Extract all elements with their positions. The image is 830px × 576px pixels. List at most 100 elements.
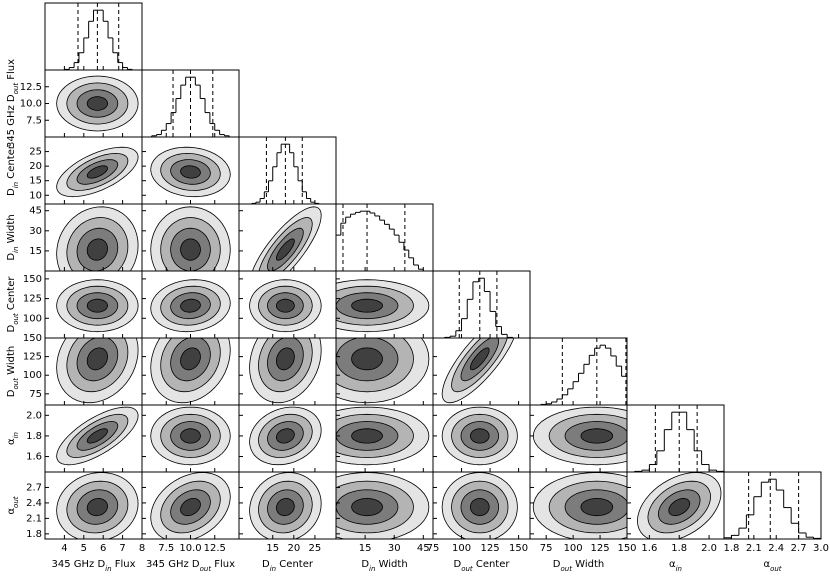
x-tick-label: 2.0: [701, 543, 717, 554]
axis-label: αin: [6, 432, 20, 445]
contour: [351, 347, 383, 371]
x-tick-label: 3.0: [813, 543, 829, 554]
label-part: Width: [375, 559, 407, 570]
label-part: Flux: [6, 59, 17, 83]
x-tick-label: 125: [591, 543, 610, 554]
y-tick-label: 125: [23, 352, 42, 363]
contour: [668, 497, 691, 517]
label-part: in: [369, 565, 375, 573]
contour: [351, 428, 383, 444]
x-tick-label: 2.7: [791, 543, 807, 554]
label-part: D: [6, 188, 17, 196]
x-tick-label: 7: [119, 543, 125, 554]
contour: [180, 498, 201, 517]
label-part: Width: [6, 346, 17, 378]
x-tick-label: 15: [359, 543, 372, 554]
panel-frame: [529, 337, 628, 406]
label-part: Width: [572, 559, 604, 570]
label-part: Width: [6, 214, 17, 246]
x-tick-label: 8: [139, 543, 145, 554]
x-tick-label: 15: [266, 543, 279, 554]
panel-frame: [723, 471, 822, 540]
label-part: α: [6, 508, 17, 515]
y-tick-label: 10.0: [20, 99, 42, 110]
x-tick-label: 100: [452, 543, 471, 554]
panel: [56, 472, 139, 539]
panel: [56, 75, 139, 132]
panel: [336, 204, 433, 271]
label-part: α: [763, 559, 770, 570]
panel: [441, 406, 518, 466]
panel: [56, 206, 139, 271]
x-tick-label: 25: [309, 543, 322, 554]
x-tick-label: 2.1: [746, 543, 762, 554]
axis-label: Dout Width: [553, 559, 604, 573]
axis-label: αout: [6, 496, 20, 514]
panel: [249, 279, 322, 333]
y-tick-label: 150: [23, 333, 42, 344]
y-tick-label: 1.6: [26, 452, 42, 463]
axis-label: Dout Width: [6, 346, 20, 397]
label-part: D: [361, 559, 369, 570]
y-tick-label: 45: [29, 206, 42, 217]
contour: [275, 298, 295, 313]
axis-label: αin: [669, 559, 682, 573]
label-part: 345 GHz D: [51, 559, 105, 570]
label-part: in: [12, 182, 20, 188]
panel: [56, 279, 139, 333]
contour: [86, 165, 109, 179]
label-part: in: [105, 565, 111, 573]
contour: [351, 497, 383, 517]
panel: [45, 3, 142, 70]
panel: [150, 279, 231, 333]
label-part: Flux: [112, 559, 136, 570]
y-tick-label: 15: [29, 246, 42, 257]
y-tick-label: 2.7: [26, 482, 42, 493]
panel: [239, 137, 336, 204]
label-part: out: [461, 565, 473, 573]
label-part: out: [770, 565, 782, 573]
label-part: in: [12, 432, 20, 438]
label-part: Flux: [211, 559, 235, 570]
panel-frame: [238, 136, 337, 205]
panel: [532, 472, 627, 539]
panel: [627, 405, 724, 472]
axis-label: Din Center: [6, 144, 20, 196]
y-tick-label: 15: [29, 176, 42, 187]
x-tick-label: 45: [417, 543, 430, 554]
x-tick-label: 4: [61, 543, 67, 554]
y-tick-label: 7.5: [26, 115, 42, 126]
contour: [86, 298, 109, 313]
x-tick-label: 7.5: [158, 543, 174, 554]
x-tick-label: 150: [509, 543, 528, 554]
contour: [180, 347, 201, 371]
contour: [469, 497, 490, 517]
axis-label: Dout Center: [453, 559, 510, 573]
x-tick-label: 20: [287, 543, 300, 554]
panel: [249, 472, 322, 539]
contour: [469, 428, 490, 444]
x-tick-label: 125: [481, 543, 500, 554]
panel: [150, 338, 231, 404]
panel: [150, 406, 231, 466]
panel: [724, 472, 821, 539]
x-tick-label: 1.8: [724, 543, 740, 554]
y-tick-label: 150: [23, 274, 42, 285]
y-tick-label: 75: [29, 389, 42, 400]
panel: [441, 338, 515, 404]
label-part: Center: [6, 276, 17, 314]
label-part: D: [6, 389, 17, 397]
panel: [336, 472, 430, 539]
label-part: in: [676, 565, 682, 573]
contour: [580, 428, 614, 444]
contour: [580, 497, 614, 517]
y-tick-label: 25: [29, 147, 42, 158]
label-part: out: [12, 313, 20, 325]
label-part: Center: [473, 559, 511, 570]
label-part: 345 GHz D: [6, 94, 17, 148]
axis-label: Din Width: [6, 214, 20, 260]
label-part: out: [12, 496, 20, 508]
contour: [86, 347, 109, 371]
y-tick-label: 2.0: [26, 410, 42, 421]
x-tick-label: 100: [564, 543, 583, 554]
